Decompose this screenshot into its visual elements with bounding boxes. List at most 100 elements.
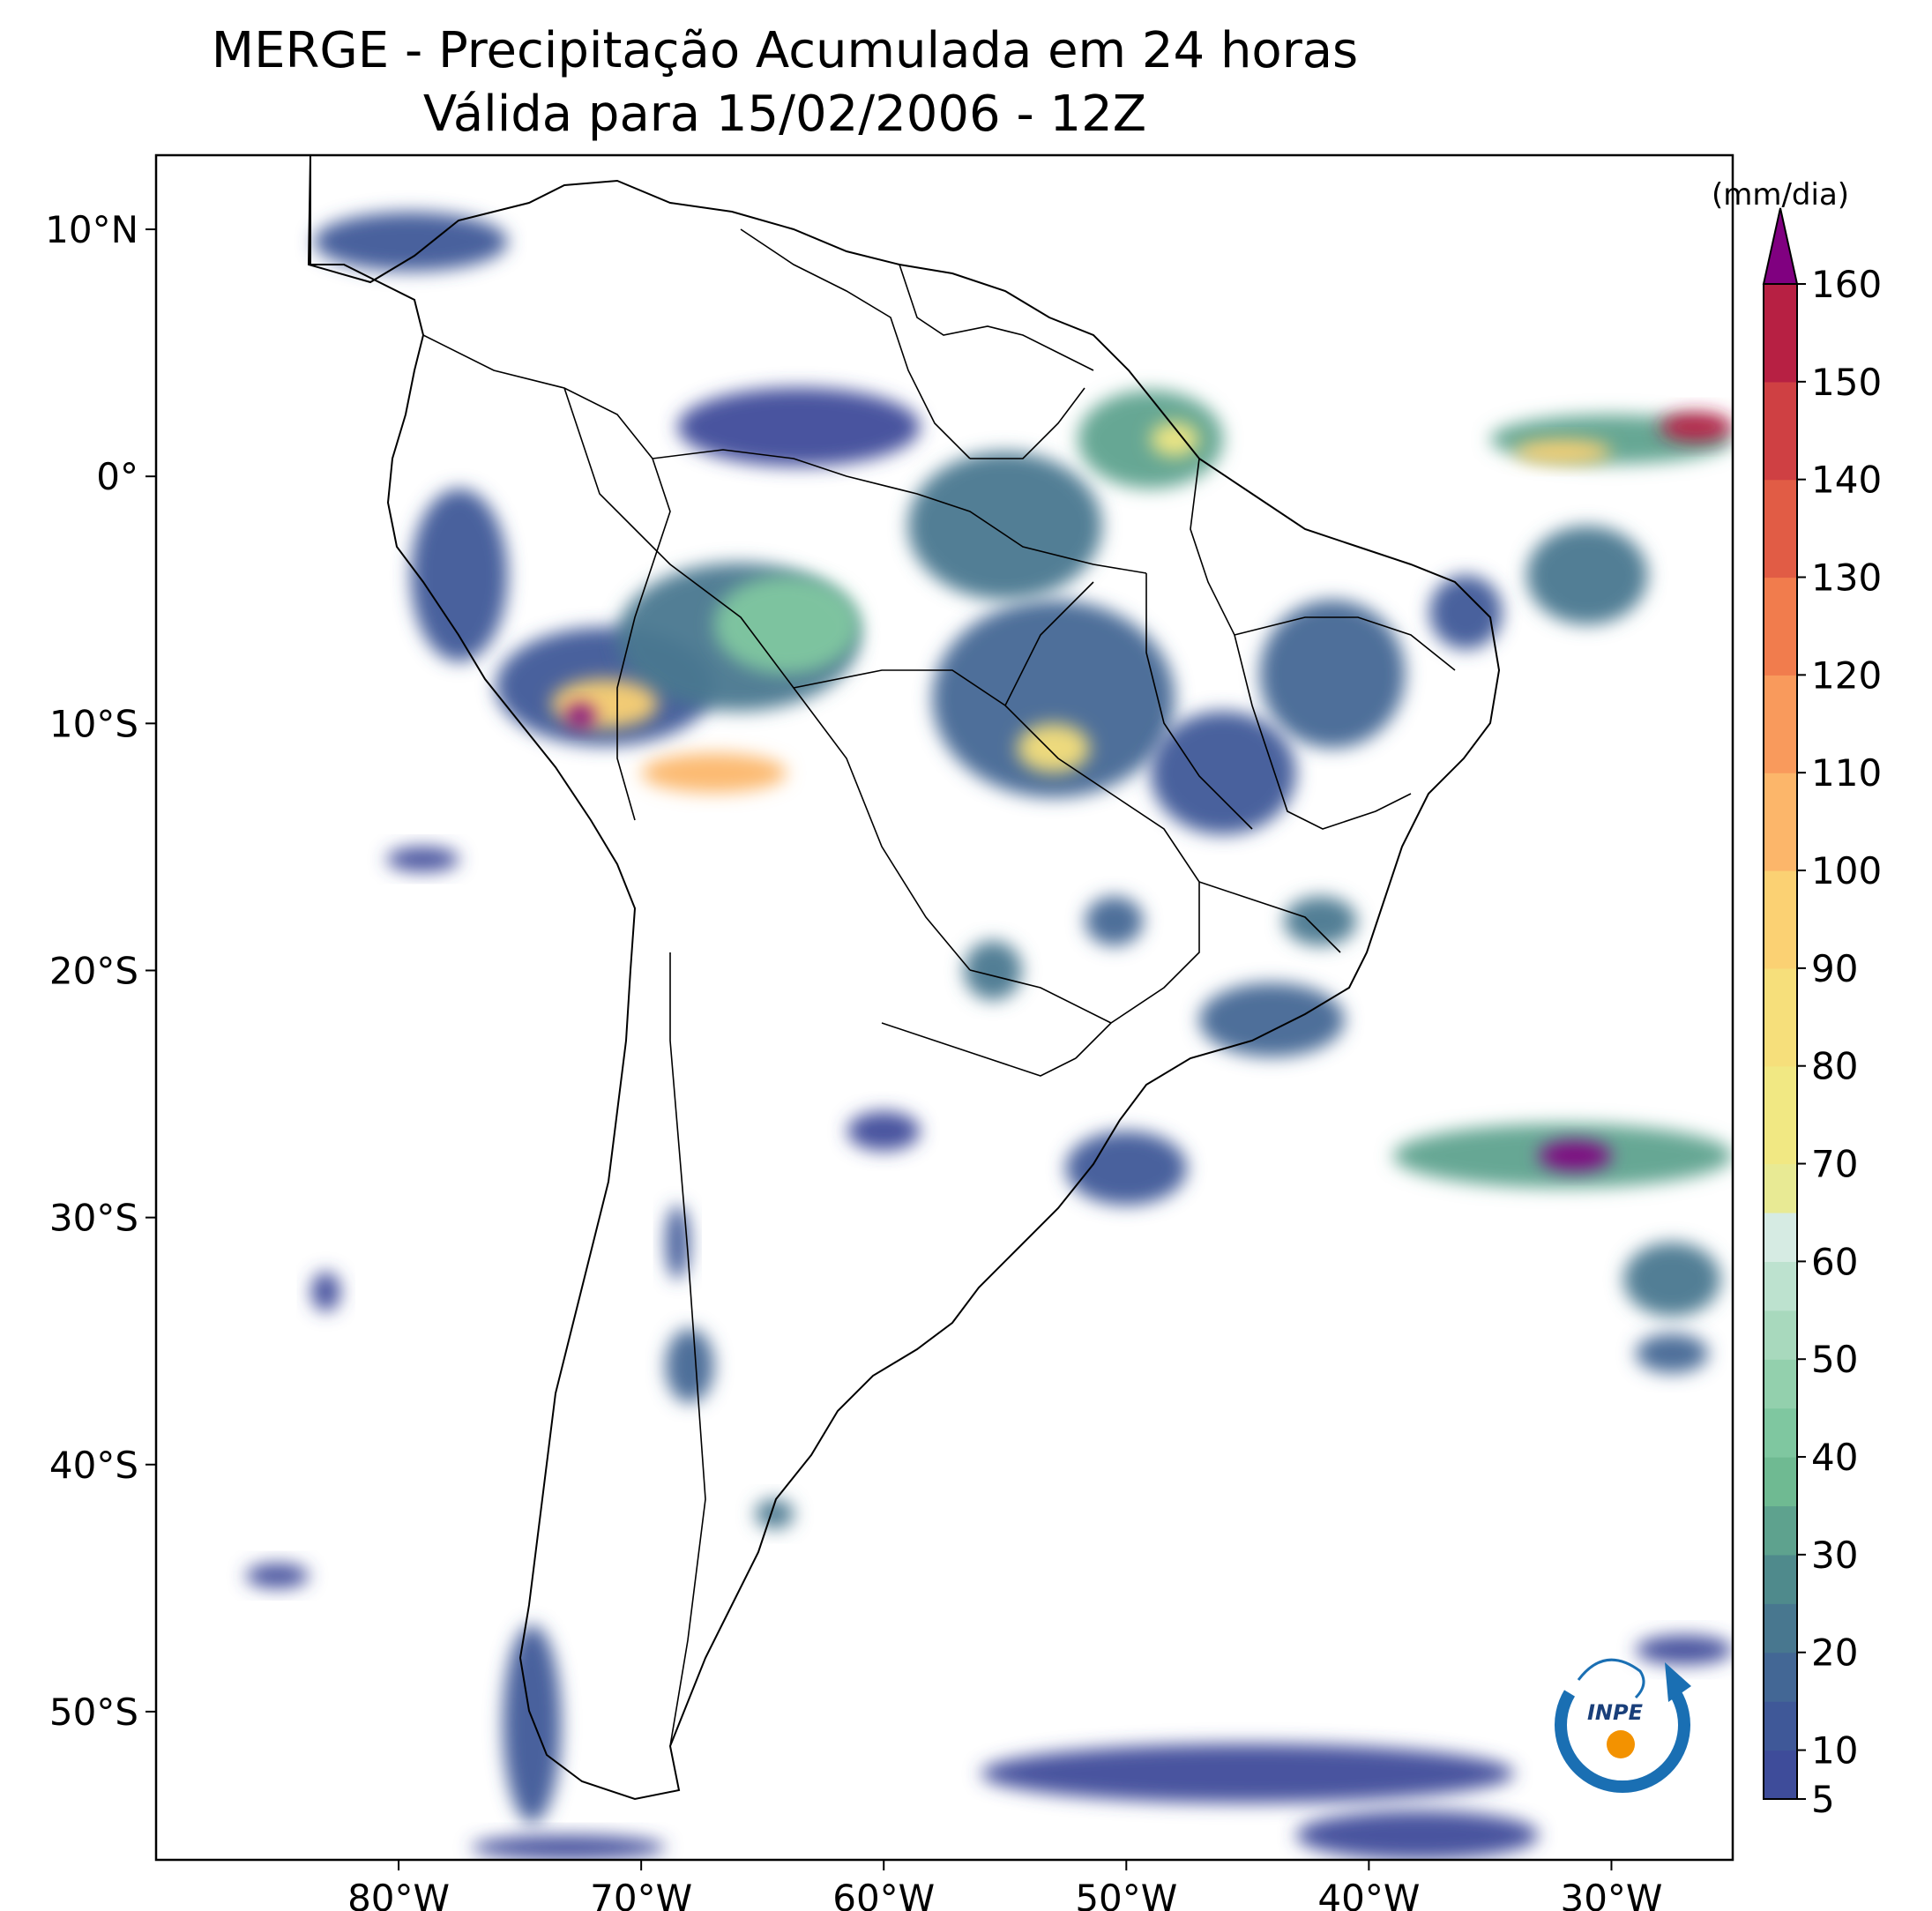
colorbar-band-1	[1764, 1701, 1797, 1751]
colorbar-band-2	[1764, 1652, 1797, 1702]
precip-cell-7	[932, 600, 1175, 798]
colorbar-tick-label: 100	[1811, 849, 1882, 892]
precip-cell-27	[665, 1328, 714, 1403]
precip-cell-36	[311, 1272, 341, 1312]
colorbar-tick-label: 80	[1811, 1045, 1858, 1088]
precip-cell-9	[907, 452, 1102, 601]
precip-cell-33	[245, 1563, 310, 1588]
colorbar-band-13	[1764, 1065, 1797, 1165]
precip-cell-38	[847, 1111, 921, 1151]
colorbar-tick-label: 30	[1811, 1534, 1858, 1577]
precip-cell-29	[503, 1624, 562, 1823]
colorbar-band-15	[1764, 870, 1797, 969]
precip-cell-35	[386, 847, 459, 872]
colorbar-extend-arrow	[1762, 207, 1799, 285]
precip-cell-16	[1065, 1131, 1188, 1206]
colorbar-band-8	[1764, 1359, 1797, 1409]
south-america-coastline	[307, 155, 1501, 1801]
colorbar-band-20	[1764, 381, 1797, 481]
svg-text:INPE: INPE	[1587, 1700, 1644, 1725]
country-borders	[422, 228, 1456, 1747]
colorbar-tick-label: 140	[1811, 459, 1882, 502]
precip-cell-0	[677, 387, 921, 467]
precip-cell-30	[981, 1743, 1515, 1803]
colorbar-tick-label: 20	[1811, 1631, 1858, 1675]
colorbar-band-9	[1764, 1310, 1797, 1360]
lat-tick-label: 30°S	[49, 1197, 138, 1240]
colorbar-tick-label: 160	[1811, 263, 1882, 306]
lat-tick-label: 0°	[96, 455, 138, 498]
precip-cell-37	[755, 1498, 794, 1529]
colorbar-tick-label: 40	[1811, 1436, 1858, 1479]
colorbar-tick-label: 50	[1811, 1338, 1858, 1381]
precip-cell-32	[1635, 1635, 1733, 1665]
colorbar-band-16	[1764, 773, 1797, 871]
colorbar-tick-label: 5	[1811, 1778, 1835, 1821]
colorbar: 5 10 20 30 40 50 60 70 80 90 100 110 120 130 140 150 160…	[1712, 177, 1882, 1821]
precip-cell-17	[313, 212, 508, 272]
colorbar-tick-label: 10	[1811, 1729, 1858, 1773]
precip-cell-24	[1538, 1140, 1612, 1171]
lat-tick-label: 40°S	[49, 1444, 138, 1487]
lat-tick-label: 50°S	[49, 1691, 138, 1734]
inpe-logo: INPE	[1555, 1658, 1691, 1793]
colorbar-tick-label: 90	[1811, 947, 1858, 990]
lat-tick-label: 20°S	[49, 949, 138, 992]
precip-cell-14	[964, 940, 1023, 1001]
colorbar-band-14	[1764, 967, 1797, 1067]
precip-cell-20	[1660, 412, 1733, 442]
lat-tick-label: 10°N	[45, 208, 138, 251]
colorbar-band-17	[1764, 675, 1797, 773]
colorbar-band-21	[1764, 284, 1797, 383]
precip-cell-13	[1150, 711, 1296, 835]
precip-cell-8	[1017, 723, 1091, 773]
colorbar-tick-label: 150	[1811, 361, 1882, 404]
precip-cell-6	[565, 703, 595, 728]
precip-cell-39	[1085, 896, 1144, 946]
precip-cell-5	[641, 752, 787, 793]
colorbar-tick-label: 120	[1811, 653, 1882, 697]
colorbar-tick-label: 60	[1811, 1240, 1858, 1283]
colorbar-band-6	[1764, 1457, 1797, 1507]
precip-cell-22	[1526, 526, 1648, 625]
precip-cell-25	[1623, 1242, 1721, 1317]
precip-cell-41	[1429, 575, 1503, 650]
colorbar-tick-label: 110	[1811, 751, 1882, 795]
colorbar-band-5	[1764, 1505, 1797, 1556]
coastline-outlines	[307, 155, 1501, 1801]
colorbar-band-0	[1764, 1750, 1797, 1800]
colorbar-band-10	[1764, 1261, 1797, 1311]
lon-tick-label: 70°W	[590, 1877, 692, 1911]
precip-cell-15	[1198, 982, 1345, 1057]
precip-cell-28	[665, 1205, 690, 1280]
precip-cell-11	[1150, 422, 1199, 457]
lat-tick-label: 10°S	[49, 702, 138, 745]
precip-cell-34	[471, 1834, 666, 1860]
precip-cell-26	[1635, 1333, 1709, 1374]
precip-cell-40	[1284, 896, 1357, 946]
lon-tick-label: 80°W	[347, 1877, 450, 1911]
colorbar-band-4	[1764, 1554, 1797, 1604]
lon-tick-label: 30°W	[1560, 1877, 1662, 1911]
colorbar-tick-label: 130	[1811, 556, 1882, 600]
map-title-line-1: MERGE - Precipitação Acumulada em 24 hor…	[211, 22, 1359, 79]
lon-tick-label: 60°W	[832, 1877, 935, 1911]
colorbar-unit-label: (mm/dia)	[1712, 177, 1849, 213]
precip-cell-3	[713, 575, 860, 675]
precipitation-field	[245, 212, 1733, 1860]
map-title-line-2: Válida para 15/02/2006 - 12Z	[422, 86, 1147, 143]
colorbar-band-12	[1764, 1163, 1797, 1213]
colorbar-band-3	[1764, 1603, 1797, 1653]
precip-cell-21	[1514, 439, 1612, 465]
colorbar-band-18	[1764, 577, 1797, 676]
map-axes: 80°W 70°W 60°W 50°W 40°W 30°W 10°N 0° 10°S 20°S 30…	[45, 208, 1662, 1911]
lon-tick-label: 50°W	[1075, 1877, 1177, 1911]
precip-cell-12	[1259, 600, 1406, 749]
colorbar-band-7	[1764, 1407, 1797, 1458]
lon-tick-label: 40°W	[1317, 1877, 1420, 1911]
map-frame	[154, 153, 1734, 1862]
colorbar-band-11	[1764, 1212, 1797, 1262]
colorbar-band-19	[1764, 479, 1797, 579]
precip-cell-31	[1295, 1810, 1539, 1860]
